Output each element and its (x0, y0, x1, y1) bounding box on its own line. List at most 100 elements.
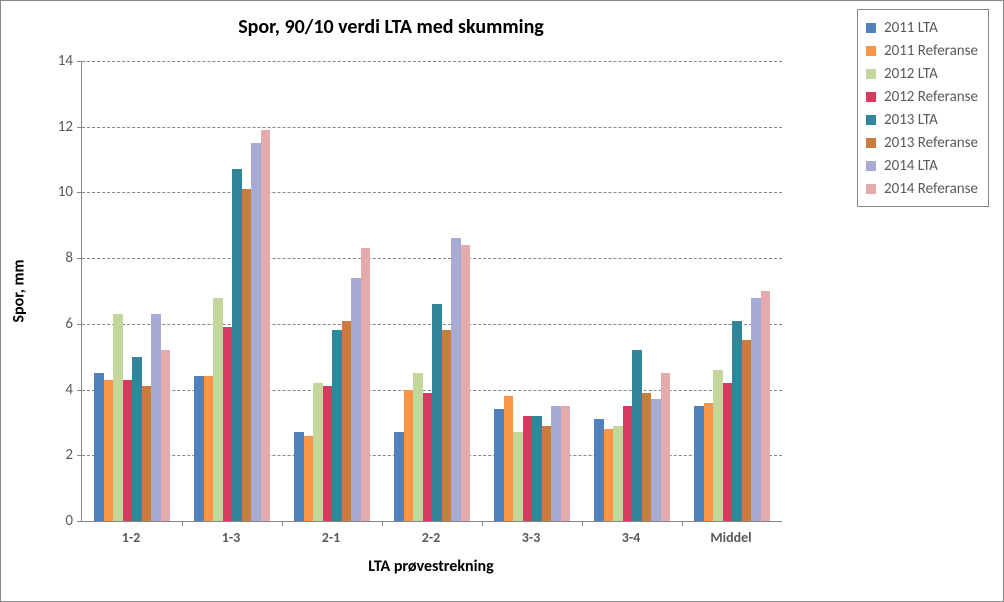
legend-swatch (866, 46, 876, 56)
legend-swatch (866, 161, 876, 171)
bar (313, 383, 323, 521)
bar (723, 383, 733, 521)
legend-label: 2012 LTA (884, 65, 938, 83)
bar (713, 370, 723, 521)
legend-label: 2013 LTA (884, 111, 938, 129)
bar (394, 432, 404, 521)
bar (204, 376, 214, 521)
gridline (82, 258, 782, 259)
bar (332, 330, 342, 521)
bar (113, 314, 123, 521)
bar (551, 406, 561, 521)
y-tick-label: 12 (58, 118, 73, 136)
bar (613, 426, 623, 521)
bar (642, 393, 652, 521)
bar (594, 419, 604, 521)
y-axis-label: Spor, mm (10, 259, 29, 322)
bar (104, 380, 114, 521)
bar (232, 169, 242, 521)
legend-item: 2012 LTA (866, 62, 978, 85)
bar (494, 409, 504, 521)
bar (413, 373, 423, 521)
bar (461, 245, 471, 521)
bar (142, 386, 152, 521)
bar (242, 189, 252, 521)
legend-item: 2011 Referanse (866, 39, 978, 62)
legend-item: 2014 Referanse (866, 177, 978, 200)
bar (161, 350, 171, 521)
legend-label: 2011 Referanse (884, 42, 978, 60)
y-tick-label: 0 (65, 512, 73, 530)
bar (651, 399, 661, 521)
bar (304, 436, 314, 521)
x-tick-label: 1-2 (122, 529, 140, 546)
bar (151, 314, 161, 521)
bar (223, 327, 233, 521)
y-tick-label: 8 (65, 249, 73, 267)
legend-swatch (866, 115, 876, 125)
bar (761, 291, 771, 521)
bar (751, 298, 761, 521)
bar (542, 426, 552, 521)
bar (342, 321, 352, 521)
bar (261, 130, 271, 521)
plot-area (81, 61, 782, 522)
bar (251, 143, 261, 521)
bar (432, 304, 442, 521)
bar (742, 340, 752, 521)
x-tick-label: 2-1 (322, 529, 340, 546)
x-tick-label: Middel (710, 529, 751, 546)
legend-swatch (866, 184, 876, 194)
legend-label: 2014 Referanse (884, 180, 978, 198)
bar (532, 416, 542, 521)
gridline (82, 61, 782, 62)
legend-item: 2013 Referanse (866, 131, 978, 154)
y-tick-label: 2 (65, 446, 73, 464)
bar (513, 432, 523, 521)
bar (294, 432, 304, 521)
x-tick-label: 2-2 (422, 529, 440, 546)
gridline (82, 192, 782, 193)
bar (323, 386, 333, 521)
bar (213, 298, 223, 521)
legend: 2011 LTA 2011 Referanse 2012 LTA 2012 Refer… (857, 9, 989, 207)
x-tick-label: 3-4 (622, 529, 640, 546)
legend-swatch (866, 23, 876, 33)
chart-container: Spor, 90/10 verdi LTA med skumming 0 2 4 6 8… (0, 0, 1004, 602)
x-axis-label: LTA prøvestrekning (81, 557, 781, 576)
bar (451, 238, 461, 521)
legend-item: 2013 LTA (866, 108, 978, 131)
bar (523, 416, 533, 521)
bar (404, 390, 414, 521)
bar (123, 380, 133, 521)
bar (194, 376, 204, 521)
bar (704, 403, 714, 521)
chart-title: Spor, 90/10 verdi LTA med skumming (1, 15, 781, 39)
legend-item: 2014 LTA (866, 154, 978, 177)
bar (132, 357, 142, 521)
legend-swatch (866, 92, 876, 102)
x-axis-ticks: 1-21-32-12-23-33-4Middel (81, 523, 781, 553)
legend-swatch (866, 138, 876, 148)
bar (661, 373, 671, 521)
y-tick-label: 4 (65, 381, 73, 399)
bar (632, 350, 642, 521)
bar (732, 321, 742, 521)
x-tick-label: 3-3 (522, 529, 540, 546)
bar (423, 393, 433, 521)
legend-label: 2014 LTA (884, 157, 938, 175)
bar (361, 248, 371, 521)
legend-label: 2012 Referanse (884, 88, 978, 106)
legend-label: 2011 LTA (884, 19, 938, 37)
bar (694, 406, 704, 521)
bar (623, 406, 633, 521)
legend-label: 2013 Referanse (884, 134, 978, 152)
y-tick-label: 6 (65, 315, 73, 333)
legend-item: 2011 LTA (866, 16, 978, 39)
y-tick-label: 14 (58, 52, 73, 70)
bar (561, 406, 571, 521)
y-tick-label: 10 (58, 183, 73, 201)
bar (94, 373, 104, 521)
bar (442, 330, 452, 521)
legend-item: 2012 Referanse (866, 85, 978, 108)
